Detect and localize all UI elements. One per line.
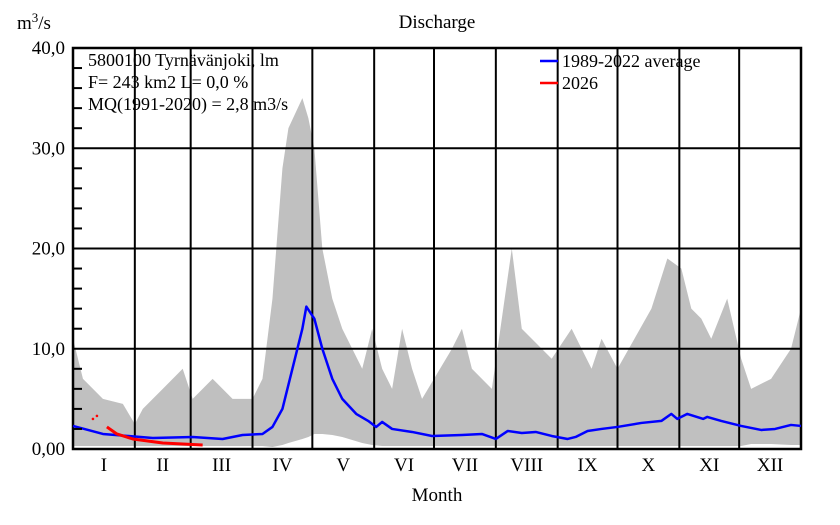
month-label: VII	[452, 455, 478, 476]
y-tick-label: 30,0	[32, 138, 65, 159]
station-info-line: MQ(1991-2020) = 2,8 m3/s	[88, 94, 288, 115]
current-year-point	[91, 417, 95, 421]
month-label: I	[101, 455, 107, 476]
plot-frame	[71, 46, 803, 451]
current-year-line	[106, 425, 203, 447]
chart-title: Discharge	[399, 12, 476, 33]
station-info-line: F= 243 km2 L= 0,0 %	[88, 72, 248, 92]
month-label: V	[336, 455, 350, 476]
month-label: VIII	[510, 455, 543, 476]
y-tick-label: 0,00	[32, 439, 65, 460]
y-axis-label: m3/s	[17, 10, 51, 34]
month-label: III	[212, 455, 231, 476]
month-label: IV	[272, 455, 292, 476]
month-label: IX	[578, 455, 598, 476]
current-year-point	[95, 414, 99, 418]
month-label: VI	[394, 455, 414, 476]
y-tick-label: 40,0	[32, 38, 65, 59]
x-axis-label: Month	[412, 485, 463, 506]
legend-label: 2026	[562, 73, 598, 93]
station-info-line: 5800100 Tyrnävänjoki, lm	[88, 50, 279, 70]
average-line	[72, 305, 802, 441]
min-max-range-band	[73, 98, 801, 447]
month-label: X	[642, 455, 656, 476]
month-label: XII	[757, 455, 783, 476]
y-tick-label: 10,0	[32, 339, 65, 360]
month-label: XI	[699, 455, 719, 476]
y-tick-label: 20,0	[32, 239, 65, 260]
month-label: II	[156, 455, 169, 476]
legend-label: 1989-2022 average	[562, 51, 700, 71]
